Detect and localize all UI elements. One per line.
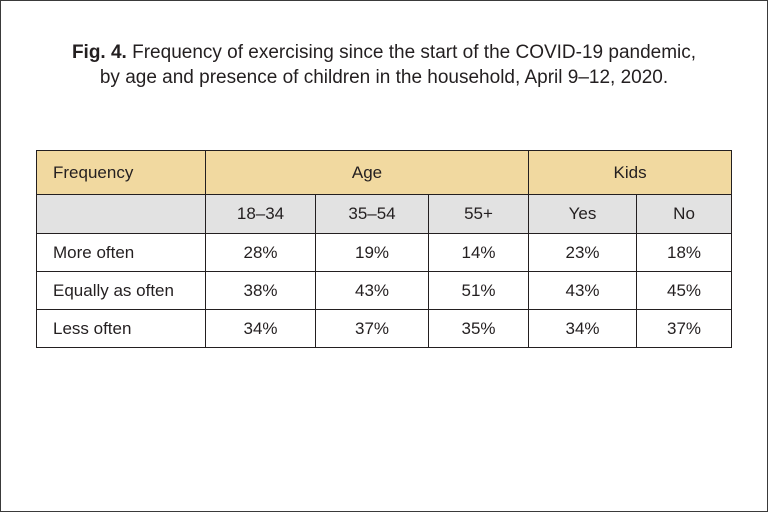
table-cell: 51%	[427, 271, 530, 310]
table-cell: 14%	[427, 233, 530, 272]
table-row: Less often 34% 37% 35% 34% 37%	[36, 309, 733, 348]
table-cell: 35%	[427, 309, 530, 348]
row-label: More often	[36, 233, 206, 272]
sub-header-empty	[36, 194, 206, 234]
figure-label: Fig. 4.	[71, 42, 127, 63]
group-header-age: Age	[204, 150, 530, 195]
table-cell: 23%	[528, 233, 638, 272]
table-cell: 34%	[205, 309, 316, 348]
table-row: More often 28% 19% 14% 23% 18%	[36, 233, 733, 272]
sub-header-kids-yes: Yes	[528, 194, 638, 234]
row-label: Equally as often	[36, 271, 206, 310]
caption-line-1: Fig. 4. Frequency of exercising since th…	[0, 40, 768, 65]
frequency-table: Frequency Age Kids 18–34 35–54 55+ Yes N…	[36, 150, 733, 348]
row-label: Less often	[36, 309, 206, 348]
caption-line-2: by age and presence of children in the h…	[99, 67, 669, 88]
group-header-kids: Kids	[528, 150, 733, 195]
caption-text-1: Frequency of exercising since the start …	[132, 42, 697, 63]
table-cell: 43%	[315, 271, 429, 310]
table-cell: 34%	[528, 309, 638, 348]
corner-header: Frequency	[36, 150, 206, 195]
table-cell: 19%	[315, 233, 429, 272]
table-row: Equally as often 38% 43% 51% 43% 45%	[36, 271, 733, 310]
group-header-row: Frequency Age Kids	[36, 150, 733, 195]
table-cell: 43%	[528, 271, 638, 310]
sub-header-age-55-plus: 55+	[427, 194, 530, 234]
sub-header-kids-no: No	[636, 194, 733, 234]
table-cell: 37%	[636, 309, 733, 348]
sub-header-row: 18–34 35–54 55+ Yes No	[36, 194, 733, 234]
table-cell: 28%	[205, 233, 316, 272]
table-cell: 38%	[205, 271, 316, 310]
table-cell: 18%	[636, 233, 733, 272]
sub-header-age-18-34: 18–34	[205, 194, 316, 234]
figure-caption: Fig. 4. Frequency of exercising since th…	[0, 40, 768, 90]
table-cell: 45%	[636, 271, 733, 310]
sub-header-age-35-54: 35–54	[315, 194, 429, 234]
table-cell: 37%	[315, 309, 429, 348]
